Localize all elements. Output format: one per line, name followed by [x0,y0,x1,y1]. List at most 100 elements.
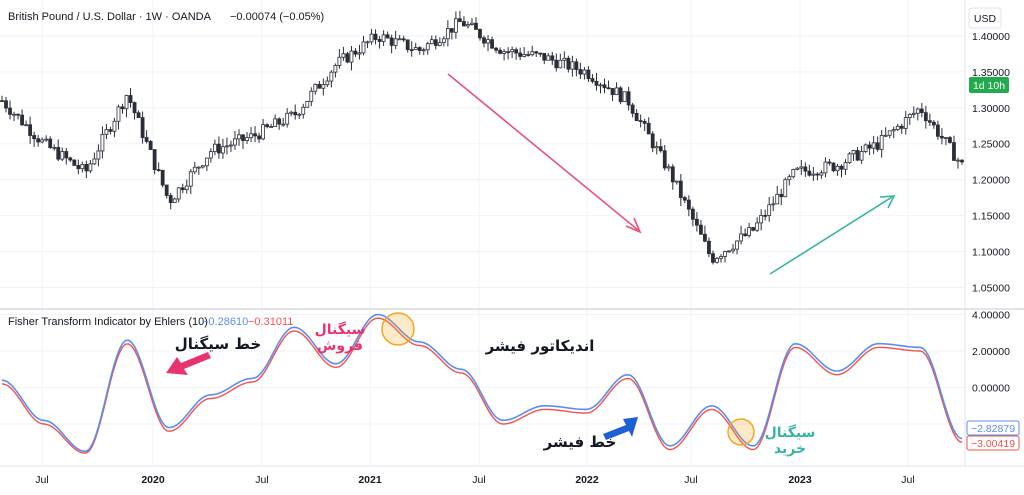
candle-body [381,34,386,42]
candle-body [590,78,595,82]
price-change: −0.00074 (−0.05%) [230,11,324,23]
candle-body [759,214,764,224]
fisher-line[interactable] [1,313,963,453]
candle-body [337,56,342,66]
candle-body [711,253,715,263]
candle-body [915,108,920,114]
candle-body [891,129,896,132]
candle-body [433,39,438,46]
candle-body [156,169,161,172]
candle-body [229,144,233,147]
price-tick-label: 1.05000 [972,282,1010,294]
candle-body [4,100,8,109]
candle-body [895,125,900,131]
candle-body [44,138,49,141]
time-tick-label: 2022 [575,474,599,486]
candle-body [490,39,494,49]
price-gridlines [0,0,965,466]
candle-body [373,33,378,40]
candle-body [674,180,679,183]
candle-body [614,87,619,96]
candle-body [208,151,213,159]
candle-body [60,151,65,160]
candle-body [586,69,591,79]
candle-body [321,84,326,89]
candle-body [831,162,836,172]
candle-body [582,69,587,75]
time-tick-label: Jul [901,474,914,486]
candle-body [56,147,61,160]
candle-body [393,38,398,46]
candle-body [538,52,543,55]
candle-body [956,159,960,162]
candle-body [514,49,519,54]
candle-body [606,87,611,90]
candle-body [401,38,406,41]
candle-body [474,22,478,30]
candle-body [747,227,752,236]
candle-body [944,137,948,139]
candle-body [120,106,125,110]
candle-body [221,146,225,154]
fisher-last-badge [966,420,1020,436]
time-tick-label: 2020 [141,474,165,486]
candle-body [566,57,571,70]
candle-body [694,218,699,226]
candle-body [494,47,498,51]
candle-body [899,125,904,129]
candle-body [960,159,964,163]
candle-body [329,71,334,82]
candle-body [140,117,145,138]
candle-body [827,161,832,164]
price-tick-label: 1.10000 [972,247,1010,259]
candle-body [887,130,892,136]
candle-body [389,37,394,46]
countdown-badge [969,77,1009,93]
candle-body [690,208,695,220]
candle-body [217,143,221,154]
candle-body [353,50,358,55]
candle-body [847,153,852,164]
candle-body [823,161,828,174]
candle-body [510,49,515,53]
candle-body [261,124,265,140]
candle-body [233,138,237,146]
candle-body [767,204,772,216]
candle-body [196,166,201,169]
candle-body [28,124,33,136]
trigger-line[interactable] [1,317,963,454]
candle-body [574,61,579,70]
price-tick-label: 1.20000 [972,175,1010,187]
candle-body [550,55,555,61]
candle-body [707,240,711,255]
candlestick-series[interactable] [0,10,964,265]
currency-box[interactable] [968,7,1002,29]
candle-body [325,80,330,86]
candle-body [349,50,354,63]
candle-body [341,53,346,58]
candle-body [558,59,563,69]
candle-body [409,49,414,51]
candle-body [546,55,551,61]
buy-signal-annotation-line1: سیگنال [765,424,816,441]
candle-body [843,162,848,170]
fisher-value: −0.28610 [202,316,248,328]
candle-body [670,166,675,183]
candle-body [678,180,683,198]
candle-body [429,39,434,45]
candle-body [152,149,157,171]
candle-body [763,214,768,217]
candle-body [907,113,912,118]
candle-body [176,187,181,200]
candle-body [506,51,511,54]
candle-body [522,54,527,57]
candle-body [76,165,81,170]
candle-body [8,107,12,115]
candle-body [602,84,607,89]
candle-body [361,41,366,54]
fisher-line-pointer [603,417,638,440]
candle-body [88,163,93,172]
candle-body [16,113,20,116]
candle-body [32,135,37,140]
